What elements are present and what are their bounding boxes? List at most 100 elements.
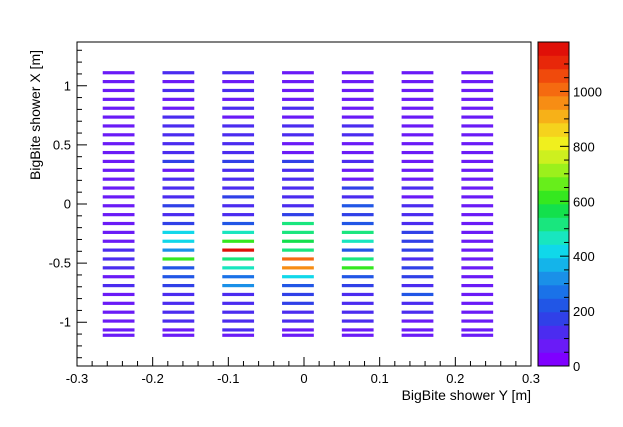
heatmap-cell (461, 168, 494, 172)
heatmap-cell (341, 292, 374, 297)
heatmap-cell (162, 186, 195, 190)
heatmap-cell (401, 97, 434, 101)
heatmap-cell (401, 80, 434, 84)
y-tick-label: 1 (64, 78, 71, 93)
heatmap-cell (461, 80, 494, 84)
color-scale-axis: 0 200 400 600 800 1000 (560, 63, 602, 374)
heatmap-cell (341, 177, 374, 181)
heatmap-cell (401, 71, 434, 75)
heatmap-cell (162, 115, 195, 119)
heatmap-cell (341, 88, 374, 93)
heatmap-cell (162, 168, 195, 172)
heatmap-cell (162, 71, 195, 75)
heatmap-cell (282, 292, 314, 297)
heatmap-cell (222, 195, 255, 199)
heatmap-cell (162, 275, 195, 279)
heatmap-cell (341, 333, 374, 337)
palette-band (538, 190, 569, 205)
heatmap-cell (401, 213, 434, 217)
heatmap-cell (341, 221, 374, 226)
heatmap-cell (162, 88, 195, 93)
heatmap-cell (102, 88, 135, 93)
heatmap-cell (461, 239, 494, 243)
x-tick-label: 0.3 (522, 371, 540, 386)
heatmap-cell (222, 230, 255, 234)
heatmap-cell (461, 248, 494, 252)
heatmap-cell (401, 328, 434, 332)
heatmap-cell (282, 319, 314, 323)
heatmap-cell (401, 133, 434, 137)
heatmap-cell (341, 71, 374, 75)
palette-band (538, 42, 569, 56)
heatmap-cell (401, 177, 434, 181)
heatmap-cell (102, 266, 135, 270)
heatmap-cell (401, 310, 434, 314)
x-tick-label: -0.3 (66, 371, 88, 386)
heatmap-cell (341, 213, 374, 217)
heatmap-cell (102, 328, 135, 332)
color-tick-label: 600 (573, 194, 595, 209)
heatmap-cell (341, 266, 374, 270)
heatmap-cell (401, 301, 434, 305)
heatmap-cell (341, 142, 374, 146)
heatmap-cell (102, 213, 135, 217)
heatmap-cell (341, 204, 374, 208)
heatmap-cell (341, 328, 374, 332)
heatmap-cell (102, 221, 135, 226)
heatmap-cell (162, 292, 195, 297)
heatmap-cell (102, 115, 135, 119)
y-tick-label: -0.5 (49, 256, 71, 271)
heatmap-cell (102, 257, 135, 261)
palette-band (538, 163, 569, 178)
heatmap-cell (102, 319, 135, 323)
heatmap-cell (282, 266, 314, 270)
palette-band (538, 339, 569, 353)
heatmap-cell (222, 213, 255, 217)
heatmap-cell (401, 319, 434, 323)
heatmap-cell (102, 159, 135, 164)
heatmap-cell (102, 292, 135, 297)
heatmap-cell (461, 186, 494, 190)
heatmap-cell (401, 275, 434, 279)
heatmap-cell (222, 204, 255, 208)
heatmap-cell (341, 186, 374, 190)
heatmap-cell (282, 106, 314, 110)
heatmap-cell (401, 283, 434, 288)
heatmap-cell (102, 168, 135, 172)
palette-band (538, 285, 569, 299)
heatmap-cell (282, 275, 314, 279)
heatmap-cell (282, 239, 314, 243)
heatmap-cell (282, 248, 314, 252)
heatmap-cell (162, 124, 195, 128)
heatmap-cell (282, 168, 314, 172)
heatmap-cell (162, 159, 195, 164)
heatmap-cell (282, 204, 314, 208)
palette-band (538, 150, 569, 164)
heatmap-cell (341, 124, 374, 128)
color-tick-label: 0 (573, 359, 580, 374)
color-tick-label: 800 (573, 139, 595, 154)
heatmap-cell (461, 221, 494, 226)
heatmap-cell (461, 328, 494, 332)
heatmap-cell (461, 133, 494, 137)
heatmap-cell (162, 230, 195, 234)
heatmap-cell (461, 333, 494, 337)
palette-band (538, 217, 569, 232)
heatmap-cell (102, 283, 135, 288)
heatmap-cell (162, 328, 195, 332)
heatmap-cell (222, 133, 255, 137)
heatmap-cell (341, 248, 374, 252)
heatmap-cell (102, 239, 135, 243)
color-tick-label: 400 (573, 249, 595, 264)
heatmap-cell (461, 97, 494, 101)
x-tick-label: -0.1 (217, 371, 239, 386)
heatmap-cell (282, 133, 314, 137)
heatmap-cell (341, 275, 374, 279)
heatmap-cell (401, 292, 434, 297)
heatmap-cell (162, 80, 195, 84)
heatmap-cell (222, 142, 255, 146)
y-axis-label: BigBite shower X [m] (27, 50, 43, 180)
heatmap-cell (222, 80, 255, 84)
heatmap-cell (401, 333, 434, 337)
heatmap-cell (401, 150, 434, 155)
